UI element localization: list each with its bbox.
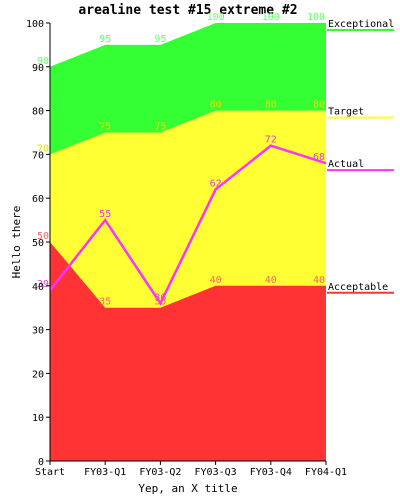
y-tick-label: 10 — [32, 413, 44, 424]
line-actual — [49, 144, 327, 306]
x-tick-label: Start — [35, 467, 65, 478]
y-tick-label: 40 — [32, 282, 44, 293]
data-label-exceptional: 100 — [262, 12, 280, 23]
y-tick-label: 0 — [38, 457, 44, 468]
x-tick-label: FY03-Q3 — [195, 467, 237, 478]
axes: 0 10 20 30 40 50 60 70 80 90 100 Start FY03-Q1 FY03-Q… — [26, 19, 347, 478]
area-layers — [50, 23, 326, 461]
data-label-target: 80 — [313, 100, 325, 111]
data-labels: 90 95 95 100 100 100 70 75 75 80 80 80 50 35 35 40 40 40 3… — [37, 12, 325, 308]
data-label-exceptional: 100 — [207, 12, 225, 23]
data-label-acceptable: 40 — [210, 275, 222, 286]
y-tick-label: 30 — [32, 326, 44, 337]
y-tick-label: 50 — [32, 238, 44, 249]
data-label-actual: 39 — [37, 279, 49, 290]
data-label-exceptional: 90 — [37, 56, 49, 67]
data-label-actual: 68 — [313, 152, 325, 163]
data-label-acceptable: 35 — [99, 297, 111, 308]
legend-label-actual: Actual — [328, 159, 364, 170]
line-layers — [49, 144, 327, 306]
data-label-exceptional: 100 — [307, 12, 325, 23]
y-tick-label: 100 — [26, 19, 44, 30]
data-label-acceptable: 40 — [265, 275, 277, 286]
data-label-actual: 62 — [210, 178, 222, 189]
y-axis-title: Hello there — [10, 206, 23, 279]
x-axis-title: Yep, an X title — [138, 482, 237, 495]
x-tick-label: FY03-Q1 — [84, 467, 126, 478]
y-tick-label: 80 — [32, 107, 44, 118]
y-tick-label: 90 — [32, 63, 44, 74]
data-label-acceptable: 40 — [313, 275, 325, 286]
y-tick-label: 60 — [32, 194, 44, 205]
data-label-acceptable: 35 — [154, 297, 166, 308]
data-label-actual: 36 — [154, 292, 166, 303]
legend-label-acceptable: Acceptable — [328, 282, 388, 293]
chart-title: arealine test #15 extreme #2 — [78, 3, 297, 18]
data-label-target: 70 — [37, 143, 49, 154]
data-label-exceptional: 95 — [154, 34, 166, 45]
data-label-target: 75 — [99, 122, 111, 133]
x-tick-label: FY03-Q2 — [139, 467, 181, 478]
area-acceptable — [50, 242, 326, 461]
x-tick-label: FY04-Q1 — [305, 467, 347, 478]
y-tick-label: 70 — [32, 150, 44, 161]
data-label-actual: 55 — [99, 209, 111, 220]
legend: Exceptional Target Acceptable Actual — [327, 19, 394, 294]
data-label-actual: 72 — [265, 135, 277, 146]
legend-label-target: Target — [328, 107, 364, 118]
data-label-target: 80 — [210, 100, 222, 111]
y-tick-label: 20 — [32, 369, 44, 380]
data-label-exceptional: 95 — [99, 34, 111, 45]
data-label-acceptable: 50 — [37, 231, 49, 242]
data-label-target: 80 — [265, 100, 277, 111]
x-tick-label: FY03-Q4 — [250, 467, 292, 478]
legend-label-exceptional: Exceptional — [328, 19, 394, 30]
data-label-target: 75 — [154, 122, 166, 133]
